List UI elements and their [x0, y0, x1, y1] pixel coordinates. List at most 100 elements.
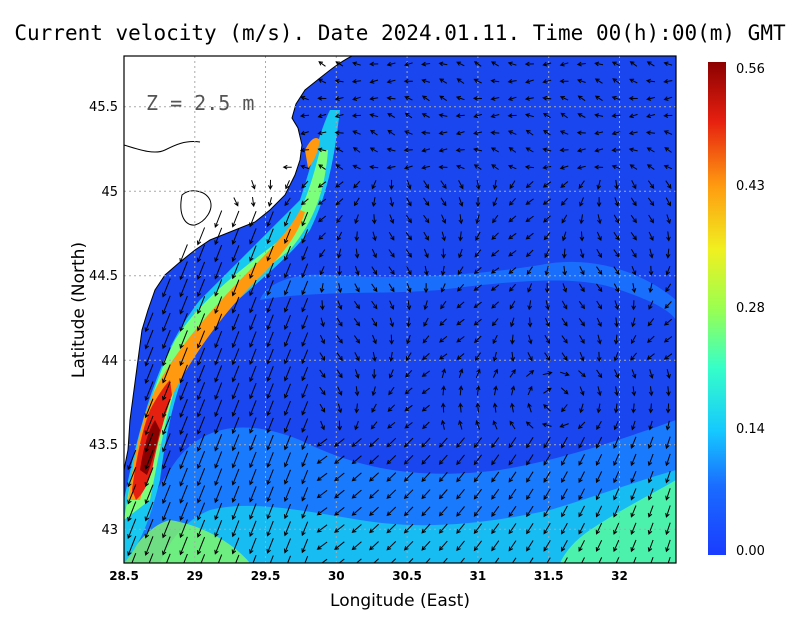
- velocity-arrow: [249, 314, 257, 331]
- velocity-arrow: [544, 248, 550, 259]
- velocity-arrow: [665, 197, 671, 207]
- velocity-arrow: [579, 197, 584, 207]
- velocity-arrow: [266, 297, 274, 314]
- velocity-arrow: [214, 330, 223, 349]
- velocity-arrow: [438, 506, 448, 517]
- velocity-arrow: [509, 420, 516, 430]
- velocity-arrow: [456, 78, 465, 84]
- velocity-arrow: [283, 538, 291, 554]
- velocity-arrow: [214, 210, 223, 228]
- velocity-arrow: [596, 369, 603, 379]
- velocity-arrow: [613, 266, 620, 275]
- velocity-arrow: [508, 267, 517, 274]
- velocity-arrow: [266, 520, 274, 537]
- velocity-arrow: [490, 250, 500, 257]
- velocity-arrow: [388, 283, 395, 293]
- velocity-arrow: [508, 454, 517, 466]
- velocity-arrow: [440, 197, 447, 207]
- velocity-arrow: [595, 505, 603, 518]
- y-tick-label: 44: [101, 354, 118, 369]
- velocity-arrow: [456, 164, 465, 170]
- velocity-arrow: [316, 507, 328, 516]
- velocity-arrow: [351, 438, 362, 447]
- velocity-arrow: [473, 78, 482, 84]
- velocity-arrow: [631, 300, 637, 311]
- velocity-arrow: [369, 96, 379, 101]
- velocity-arrow: [527, 317, 533, 328]
- velocity-arrow: [162, 502, 171, 522]
- velocity-arrow: [631, 369, 637, 379]
- velocity-arrow: [594, 147, 604, 153]
- velocity-arrow: [543, 488, 551, 501]
- velocity-arrow: [473, 488, 482, 500]
- velocity-arrow: [196, 364, 206, 384]
- velocity-arrow: [663, 96, 673, 101]
- velocity-arrow: [579, 248, 585, 259]
- velocity-arrow: [456, 353, 465, 360]
- x-axis-label: Longitude (East): [330, 591, 470, 611]
- velocity-arrow: [386, 61, 396, 67]
- velocity-arrow: [594, 78, 603, 84]
- velocity-arrow: [472, 96, 483, 101]
- velocity-arrow: [596, 266, 603, 275]
- velocity-arrow: [351, 472, 362, 482]
- velocity-arrow: [144, 432, 154, 453]
- velocity-arrow: [629, 78, 638, 84]
- velocity-arrow: [266, 538, 274, 554]
- velocity-arrow: [508, 197, 516, 206]
- velocity-arrow: [316, 455, 328, 464]
- velocity-arrow: [525, 79, 534, 84]
- velocity-arrow: [491, 61, 499, 67]
- velocity-arrow: [371, 283, 378, 293]
- velocity-arrow: [646, 113, 656, 119]
- velocity-arrow: [475, 368, 481, 378]
- velocity-arrow: [559, 423, 569, 428]
- velocity-arrow: [561, 318, 568, 327]
- velocity-arrow: [403, 540, 414, 551]
- velocity-arrow: [631, 317, 636, 328]
- velocity-arrow: [492, 179, 498, 190]
- velocity-arrow: [628, 130, 638, 136]
- velocity-arrow: [127, 449, 137, 471]
- velocity-arrow: [144, 364, 154, 384]
- velocity-arrow: [386, 523, 397, 534]
- velocity-arrow: [475, 419, 480, 430]
- velocity-arrow: [613, 249, 620, 258]
- velocity-arrow: [438, 164, 448, 170]
- velocity-arrow: [162, 467, 171, 487]
- velocity-arrow: [369, 164, 379, 170]
- velocity-arrow: [388, 231, 395, 241]
- velocity-arrow: [386, 437, 397, 448]
- velocity-arrow: [491, 488, 500, 500]
- velocity-arrow: [335, 164, 344, 170]
- velocity-arrow: [317, 147, 327, 153]
- velocity-arrow: [317, 130, 327, 136]
- velocity-arrow: [458, 197, 464, 207]
- velocity-arrow: [144, 346, 154, 367]
- velocity-arrow: [578, 318, 586, 327]
- velocity-arrow: [144, 536, 154, 556]
- velocity-arrow: [455, 95, 465, 101]
- velocity-arrow: [611, 164, 621, 170]
- velocity-arrow: [647, 335, 655, 344]
- velocity-arrow: [301, 487, 309, 502]
- velocity-arrow: [525, 129, 534, 136]
- velocity-arrow: [179, 467, 188, 487]
- velocity-arrow: [510, 351, 516, 362]
- velocity-arrow: [438, 523, 448, 534]
- velocity-arrow: [266, 348, 274, 365]
- velocity-arrow: [665, 180, 672, 189]
- velocity-arrow: [179, 261, 188, 281]
- velocity-arrow: [404, 165, 413, 170]
- velocity-arrow: [421, 387, 430, 395]
- velocity-arrow: [231, 279, 240, 297]
- velocity-arrow: [299, 147, 310, 153]
- velocity-arrow: [424, 265, 429, 276]
- velocity-arrow: [508, 146, 517, 153]
- velocity-arrow: [196, 519, 206, 538]
- velocity-arrow: [560, 387, 569, 395]
- velocity-arrow: [283, 486, 291, 502]
- velocity-arrow: [594, 61, 604, 67]
- velocity-arrow: [162, 278, 171, 298]
- velocity-arrow: [646, 96, 656, 101]
